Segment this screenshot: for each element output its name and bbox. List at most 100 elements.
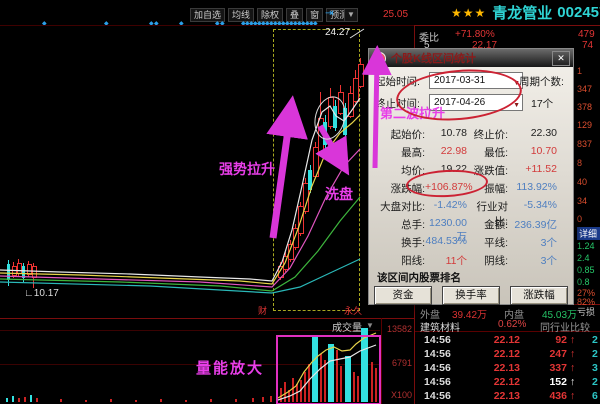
ticker-row: 14:56 22.13 436 ↑ 6 (415, 390, 600, 404)
toolbar-button-叠[interactable]: 叠 (286, 8, 304, 22)
stat-value: +106.87% (425, 181, 473, 193)
ticker-row: 14:56 22.12 152 ↑ 2 (415, 376, 600, 390)
weibi-label: 委比 (419, 33, 439, 44)
stat-value: -5.34% (523, 199, 557, 211)
stat-value: 10.78 (440, 127, 467, 139)
annotation-washout: 洗盘 (325, 186, 353, 202)
event-marker-finance[interactable]: 财 (258, 306, 268, 316)
edge-value: 1.24 (577, 241, 595, 251)
signal-diamond-icon: ◆ (305, 21, 310, 27)
highlight-box (276, 335, 381, 404)
signal-diamond-icon: ◆ (289, 21, 294, 27)
stat-value: -1.42% (433, 199, 467, 211)
toolbar-button-除权[interactable]: 除权 (257, 8, 284, 22)
toolbar-button-窗[interactable]: 窗 (306, 8, 324, 22)
stat-label: 最高: (401, 147, 425, 159)
stat-label: 总手: (401, 219, 425, 231)
edge-value: 0 (577, 214, 583, 224)
event-marker-permanent[interactable]: 永久 (344, 306, 363, 316)
divider (0, 318, 414, 319)
signal-diamond-icon: ◆ (42, 21, 47, 27)
stat-value: 1230.00万 (429, 217, 467, 243)
volume-pane-label[interactable]: 成交量 (332, 323, 362, 334)
ticker-vol: 152 (549, 376, 567, 388)
stat-label: 涨跌值: (473, 165, 508, 177)
volume-bar (6, 398, 8, 402)
peak-price-label: 24.27 (325, 27, 351, 38)
edge-value: 378 (577, 102, 593, 112)
ranking-button-资金[interactable]: 资金 (374, 286, 432, 305)
stat-label: 涨跌幅: (390, 183, 425, 195)
stat-row: 大盘对比: -1.42% 行业对比: -5.34% (369, 199, 573, 228)
ticker-part: 2 (592, 334, 598, 346)
price-axis-top-label: 25.05 (383, 9, 409, 20)
ticker-vol: 337 (549, 362, 567, 374)
edge-value: 34 (577, 196, 588, 206)
chart-toolbar-buttons: 加自选 均线 除权叠窗预测 (190, 8, 353, 22)
ticker-arrow: ↑ (570, 334, 576, 346)
stat-value: 22.30 (530, 127, 557, 139)
ticker-vol: 436 (549, 390, 567, 402)
stat-row: 均价: 19.22 涨跌值: +11.52 (369, 163, 573, 178)
stat-label: 终止价: (473, 129, 508, 141)
stat-value: 236.39亿 (514, 219, 557, 231)
chevron-down-icon[interactable]: ▼ (513, 80, 520, 87)
chevron-down-icon[interactable]: ▼ (513, 102, 520, 109)
ticker-arrow: ↑ (570, 348, 576, 360)
annotation-volume-surge: 量能放大 (196, 360, 265, 377)
close-icon[interactable]: ✕ (552, 50, 570, 66)
detail-button[interactable]: 详细 (577, 227, 600, 240)
chart-toolbar: 加自选 均线 除权叠窗预测 ⇥ ▼ 25.05 (0, 0, 600, 26)
gridline (0, 364, 380, 365)
signal-diamond-icon: ◆ (293, 21, 298, 27)
edge-value: 0.8 (577, 277, 590, 287)
weicha-value: 479 (578, 29, 595, 40)
start-date-select[interactable]: 2017-03-31 ▼ (429, 72, 523, 89)
ticker-arrow: ↑ (570, 376, 576, 388)
signal-diamond-icon: ◆ (285, 21, 290, 27)
edge-value: 347 (577, 84, 593, 94)
ticker-part: 3 (592, 362, 598, 374)
toolbar-button-均线[interactable]: 均线 (228, 8, 255, 22)
signal-diamond-icon: ◆ (265, 21, 270, 27)
volume-bar (30, 395, 32, 402)
ticker-price: 22.12 (493, 376, 520, 388)
dialog-titlebar[interactable]: 个股K线区间统计 ✕ (369, 49, 573, 67)
candle (358, 64, 364, 87)
signal-diamond-icon: ◆ (104, 21, 109, 27)
stat-value: 113.92% (516, 181, 557, 193)
signal-diamond-icon: ◆ (249, 21, 254, 27)
corner-marker-icon: ∟ (24, 288, 34, 299)
signal-diamond-icon: ◆ (261, 21, 266, 27)
candle (22, 266, 25, 278)
toolbar-button-加自选[interactable]: 加自选 (190, 8, 226, 22)
volume-bar (12, 396, 14, 402)
next-period-icon[interactable]: ⇥ (325, 8, 334, 19)
low-price-label: ∟10.17 (24, 288, 59, 299)
signal-diamond-icon: ◆ (297, 21, 302, 27)
industry-compare-link[interactable]: 同行业比较 (540, 323, 590, 334)
ranking-button-换手率[interactable]: 换手率 (442, 286, 500, 305)
edge-value: 82% (577, 297, 596, 307)
industry-name[interactable]: 建筑材料 (420, 323, 460, 334)
stat-label: 平线: (484, 237, 508, 249)
stat-label: 金额: (484, 219, 508, 231)
stat-label: 大盘对比: (380, 201, 425, 213)
volume-bar (135, 400, 137, 402)
chevron-down-icon[interactable]: ▼ (366, 321, 374, 330)
ranking-section-label: 该区间内股票排名 (377, 272, 461, 284)
end-date-select[interactable]: 2017-04-26 ▼ (429, 94, 523, 111)
signal-diamond-icon: ◆ (253, 21, 258, 27)
ranking-button-涨跌幅[interactable]: 涨跌幅 (510, 286, 568, 305)
ticker-vol: 247 (549, 348, 567, 360)
stock-name: 青龙管业 (492, 5, 553, 22)
chevron-down-icon[interactable]: ▼ (344, 8, 358, 22)
signal-diamond-icon: ◆ (313, 21, 318, 27)
stat-row: 最高: 22.98 最低: 10.70 (369, 145, 573, 160)
candle (308, 170, 312, 190)
volume-bar (160, 399, 162, 402)
ticker-row: 14:56 22.12 92 ↑ 2 (415, 334, 600, 348)
edge-value: 0.85 (577, 265, 595, 275)
signal-diamond-icon: ◆ (277, 21, 282, 27)
